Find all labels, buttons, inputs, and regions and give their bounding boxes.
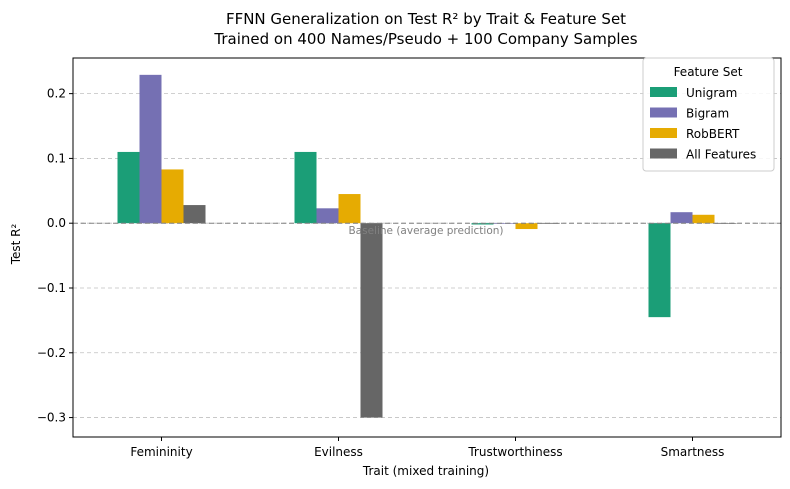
bar-robbert: [515, 223, 538, 230]
bar-bigram: [670, 212, 693, 224]
bar-robbert: [161, 169, 184, 224]
y-tick-label: 0.2: [47, 87, 66, 101]
plot-frame: [72, 57, 782, 438]
bar-bigram: [493, 223, 516, 224]
bar-unigram: [294, 151, 317, 224]
x-tick-label: Evilness: [314, 445, 363, 459]
legend-swatch: [650, 87, 677, 97]
bar-all-features: [183, 205, 206, 224]
chart-subtitle: Trained on 400 Names/Pseudo + 100 Compan…: [213, 30, 637, 48]
y-axis-label: Test R²: [9, 224, 23, 266]
bar-bigram: [316, 208, 339, 224]
y-tick-label: −0.2: [37, 346, 66, 360]
legend-swatch: [650, 148, 677, 159]
bar-all-features: [360, 223, 383, 418]
x-axis: Femininity Evilness Trustworthiness Smartne…: [130, 437, 724, 459]
legend-entry: All Features: [686, 148, 756, 162]
legend-entry: Bigram: [686, 107, 729, 121]
bar-robbert: [338, 194, 361, 224]
chart-title: FFNN Generalization on Test R² by Trait …: [226, 10, 626, 28]
legend-box: [642, 57, 775, 172]
legend-swatch: [650, 107, 677, 118]
x-tick-label: Trustworthiness: [467, 445, 562, 459]
y-tick-label: 0.0: [47, 216, 66, 230]
x-tick-label: Femininity: [130, 445, 192, 459]
legend-entry: RobBERT: [686, 127, 740, 141]
legend-title: Feature Set: [674, 65, 743, 79]
x-axis-label: Trait (mixed training): [362, 464, 489, 478]
y-axis: −0.3 −0.2 −0.1 0.0 0.1 0.2: [37, 87, 73, 425]
bar-unigram: [117, 151, 140, 224]
legend: Feature Set Unigram Bigram RobBERT All Feat…: [642, 57, 775, 172]
bar-unigram: [471, 223, 494, 225]
y-tick-label: −0.1: [37, 281, 66, 295]
y-tick-label: −0.3: [37, 411, 66, 425]
baseline-label: Baseline (average prediction): [348, 225, 503, 237]
bar-bigram: [139, 74, 162, 224]
legend-entry: Unigram: [686, 86, 737, 100]
y-tick-label: 0.1: [47, 151, 66, 165]
bar-unigram: [648, 223, 671, 318]
bars: [117, 74, 737, 418]
bar-robbert: [692, 214, 715, 224]
x-tick-label: Smartness: [661, 445, 725, 459]
legend-swatch: [650, 128, 677, 138]
